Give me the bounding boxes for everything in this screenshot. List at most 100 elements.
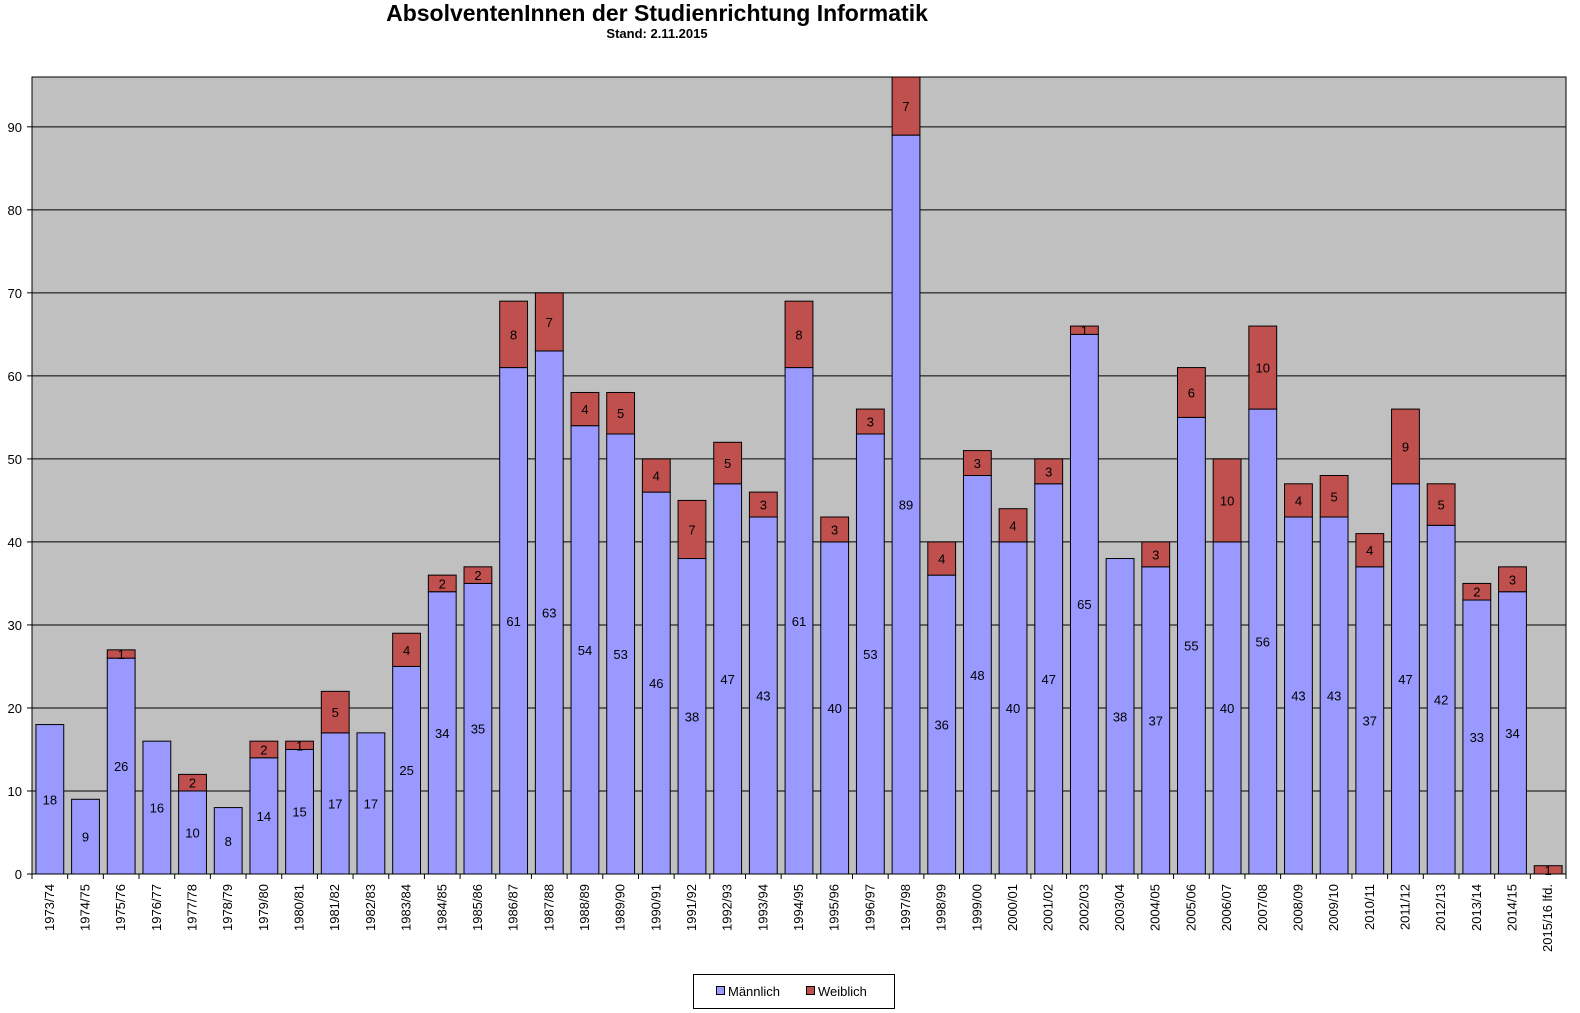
data-label-maennlich: 56 bbox=[1256, 635, 1270, 650]
x-tick-label: 2000/01 bbox=[1005, 884, 1020, 931]
data-label-maennlich: 33 bbox=[1470, 730, 1484, 745]
bar-weiblich bbox=[1391, 408, 1420, 485]
y-tick-label: 30 bbox=[8, 618, 22, 633]
legend-label-maennlich: Männlich bbox=[728, 984, 781, 999]
x-tick-label: 1987/88 bbox=[541, 884, 556, 931]
x-tick-label: 1986/87 bbox=[506, 884, 521, 931]
x-tick-label: 1989/90 bbox=[613, 884, 628, 931]
data-label-maennlich: 34 bbox=[1505, 726, 1519, 741]
y-tick-label: 20 bbox=[8, 701, 22, 716]
bar-weiblich bbox=[784, 300, 814, 369]
bar-weiblich bbox=[641, 458, 671, 493]
bar-maennlich bbox=[641, 491, 671, 875]
data-label-maennlich: 37 bbox=[1149, 713, 1163, 728]
data-label-weiblich: 3 bbox=[867, 415, 874, 430]
bar-maennlich bbox=[1141, 566, 1171, 875]
data-label-maennlich: 10 bbox=[185, 825, 199, 840]
bar-weiblich bbox=[106, 649, 136, 659]
x-tick-label: 1992/93 bbox=[720, 884, 735, 931]
bar-weiblich bbox=[392, 632, 421, 667]
bar-weiblich bbox=[820, 516, 850, 543]
y-tick-label: 40 bbox=[8, 535, 22, 550]
bar-maennlich bbox=[1426, 524, 1456, 875]
data-label-weiblich: 1 bbox=[118, 647, 125, 662]
data-label-maennlich: 26 bbox=[114, 759, 128, 774]
bar-maennlich bbox=[249, 757, 279, 875]
bar-weiblich bbox=[534, 292, 564, 352]
y-tick-label: 50 bbox=[8, 452, 22, 467]
bar-weiblich bbox=[891, 76, 921, 136]
bar-maennlich bbox=[392, 665, 421, 875]
bar-maennlich bbox=[962, 475, 992, 875]
bar-maennlich bbox=[677, 558, 707, 875]
data-label-weiblich: 6 bbox=[1188, 385, 1195, 400]
x-tick-label: 1996/97 bbox=[862, 884, 877, 931]
data-label-maennlich: 38 bbox=[685, 709, 699, 724]
x-tick-label: 1979/80 bbox=[256, 884, 271, 931]
x-tick-label: 2008/09 bbox=[1290, 884, 1305, 931]
data-label-weiblich: 4 bbox=[581, 402, 588, 417]
bar-weiblich bbox=[1141, 541, 1171, 568]
data-label-maennlich: 40 bbox=[827, 701, 841, 716]
bar-maennlich bbox=[1498, 591, 1527, 875]
x-tick-label: 1976/77 bbox=[149, 884, 164, 931]
bar-maennlich bbox=[356, 732, 386, 875]
x-tick-label: 2005/06 bbox=[1183, 884, 1198, 931]
x-tick-label: 1988/89 bbox=[577, 884, 592, 931]
legend-item-maennlich: Männlich bbox=[716, 985, 780, 999]
x-tick-label: 1982/83 bbox=[363, 884, 378, 931]
y-tick-label: 90 bbox=[8, 120, 22, 135]
data-label-maennlich: 16 bbox=[150, 801, 164, 816]
data-label-weiblich: 9 bbox=[1402, 439, 1409, 454]
data-label-maennlich: 47 bbox=[720, 672, 734, 687]
x-tick-label: 2006/07 bbox=[1219, 884, 1234, 931]
bar-maennlich bbox=[748, 516, 778, 875]
data-label-maennlich: 9 bbox=[82, 830, 89, 845]
bar-maennlich bbox=[463, 582, 493, 875]
bar-weiblich bbox=[427, 574, 457, 593]
data-label-weiblich: 5 bbox=[1330, 489, 1337, 504]
bar-weiblich bbox=[285, 740, 314, 750]
x-tick-label: 2009/10 bbox=[1326, 884, 1341, 931]
bar-maennlich bbox=[1105, 558, 1135, 875]
x-tick-label: 2003/04 bbox=[1112, 884, 1127, 931]
data-label-weiblich: 7 bbox=[688, 522, 695, 537]
data-label-weiblich: 8 bbox=[795, 327, 802, 342]
data-label-weiblich: 7 bbox=[546, 315, 553, 330]
data-label-weiblich: 4 bbox=[1295, 493, 1302, 508]
data-label-weiblich: 2 bbox=[474, 568, 481, 583]
bar-maennlich bbox=[1391, 483, 1420, 875]
data-label-weiblich: 4 bbox=[653, 469, 660, 484]
x-tick-label: 2010/11 bbox=[1362, 884, 1377, 930]
bar-weiblich bbox=[748, 491, 778, 518]
data-label-maennlich: 38 bbox=[1113, 709, 1127, 724]
bar-weiblich bbox=[1319, 475, 1349, 518]
data-label-maennlich: 40 bbox=[1006, 701, 1020, 716]
bar-maennlich bbox=[71, 798, 100, 875]
legend-swatch-weiblich bbox=[806, 986, 815, 995]
data-label-maennlich: 43 bbox=[1327, 689, 1341, 704]
x-tick-label: 1977/78 bbox=[185, 884, 200, 931]
bar-weiblich bbox=[1248, 325, 1278, 410]
bar-maennlich bbox=[1462, 599, 1492, 875]
data-label-weiblich: 1 bbox=[296, 738, 303, 753]
y-tick-label: 0 bbox=[15, 867, 22, 882]
x-tick-label: 1997/98 bbox=[898, 884, 913, 931]
bar-maennlich bbox=[285, 748, 314, 875]
x-tick-label: 1981/82 bbox=[327, 884, 342, 931]
data-label-weiblich: 5 bbox=[332, 705, 339, 720]
data-label-weiblich: 5 bbox=[1438, 498, 1445, 513]
x-tick-label: 1973/74 bbox=[42, 884, 57, 931]
data-label-maennlich: 8 bbox=[225, 834, 232, 849]
bar-weiblich bbox=[962, 450, 992, 476]
data-label-weiblich: 2 bbox=[189, 776, 196, 791]
data-label-maennlich: 63 bbox=[542, 605, 556, 620]
data-label-weiblich: 4 bbox=[1009, 518, 1016, 533]
chart-legend: Männlich Weiblich bbox=[693, 974, 895, 1009]
y-tick-label: 10 bbox=[8, 784, 22, 799]
x-tick-label: 1975/76 bbox=[113, 884, 128, 931]
data-label-maennlich: 34 bbox=[435, 726, 449, 741]
bar-weiblich bbox=[463, 566, 493, 584]
data-label-maennlich: 15 bbox=[292, 805, 306, 820]
data-label-weiblich: 3 bbox=[760, 498, 767, 513]
